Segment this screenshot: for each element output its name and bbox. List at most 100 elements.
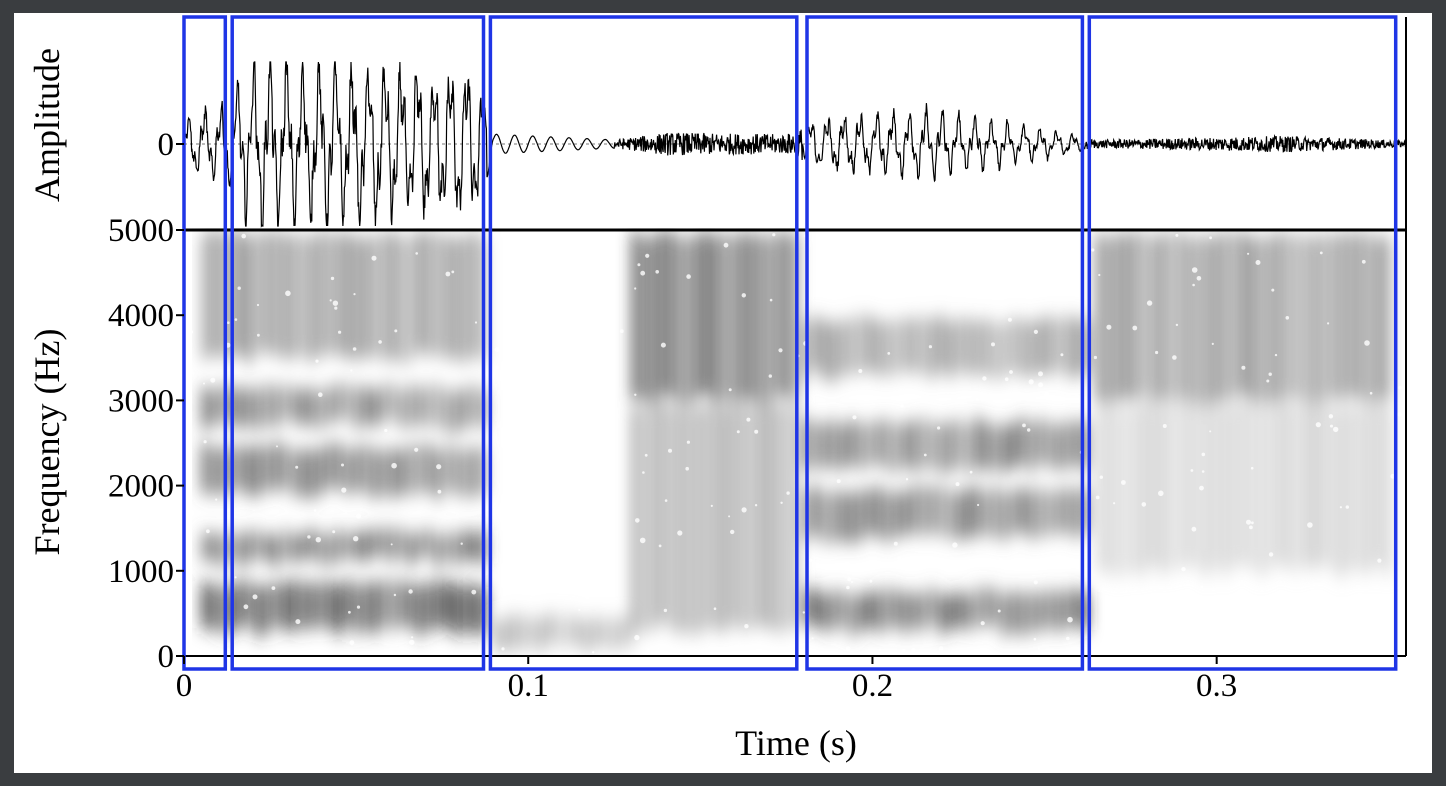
spectrogram-speckle [560, 575, 563, 578]
spectrogram-cell [444, 445, 450, 490]
spectrogram-speckle [1095, 495, 1100, 500]
spectrogram-cell [444, 532, 450, 560]
spectrogram-cell [309, 450, 315, 499]
spectrogram-speckle [474, 321, 478, 324]
spectrogram-cell [920, 418, 927, 469]
spectrogram-cell [462, 235, 468, 363]
spectrogram-cell [1357, 406, 1363, 572]
spectrogram-cell [390, 448, 396, 499]
spectrogram-cell [300, 234, 306, 356]
spectrogram-speckle [879, 648, 882, 652]
spectrogram-cell [893, 590, 900, 627]
spectrogram-cell [1028, 321, 1035, 377]
spectrogram-cell [938, 423, 945, 473]
spectrogram-cell [1150, 402, 1156, 566]
spectrogram-cell [857, 593, 864, 632]
spectrogram-cell [821, 594, 828, 631]
spectrogram-cell [1001, 594, 1008, 637]
spectrogram-cell [210, 230, 216, 356]
spectrogram-speckle [234, 576, 237, 579]
spectrogram-speckle [905, 478, 909, 481]
spectrogram-speckle [686, 440, 691, 444]
spectrogram-cell [318, 447, 324, 494]
spectrogram-speckle [188, 647, 191, 650]
spectrogram-cell [201, 532, 207, 562]
spectrogram-speckle [558, 250, 562, 254]
spectrogram-cell [1096, 233, 1102, 403]
spectrogram-cell [327, 387, 333, 423]
spectrogram-cell [911, 592, 918, 628]
spectrogram-cell [875, 420, 882, 465]
spectrogram-speckle [1191, 267, 1198, 273]
spectrogram-speckle [1192, 283, 1195, 287]
segment-box [488, 15, 799, 671]
spectrogram-cell [703, 406, 710, 629]
spectrogram-cell [839, 591, 846, 628]
spectrogram-cell [875, 320, 882, 376]
spectrogram-speckle [1201, 470, 1205, 473]
spectrogram-cell [1064, 421, 1071, 470]
spectrogram-speckle [991, 342, 995, 347]
spectrogram-cell [667, 405, 674, 630]
spectrogram-cell [363, 386, 369, 425]
spectrogram-cell [462, 584, 468, 633]
spectrogram-cell [676, 237, 683, 403]
spectrogram-cell [237, 445, 243, 490]
spectrogram-speckle [528, 386, 534, 393]
spectrogram-speckle [390, 543, 393, 546]
spectrogram-speckle [348, 610, 351, 614]
spectrogram-speckle [329, 299, 332, 302]
spectrogram-cell [426, 582, 432, 630]
spectrogram-cell [830, 322, 837, 382]
spectrogram-cell [884, 321, 891, 376]
spectrogram-speckle [1033, 637, 1037, 641]
spectrogram-speckle [639, 537, 646, 544]
spectrogram-cell [300, 533, 306, 561]
spectrogram-speckle [955, 267, 960, 272]
spectrogram-cell [1105, 237, 1111, 403]
spectrogram-cell [273, 582, 279, 627]
spectrogram-cell [1010, 591, 1017, 633]
spectrogram-y-tick-label: 1000 [108, 554, 174, 590]
spectrogram-cell [1082, 487, 1089, 533]
spectrogram-cell [1055, 490, 1062, 534]
spectrogram-speckle [768, 374, 772, 378]
spectrogram-speckle [1369, 391, 1373, 395]
spectrogram-speckle [1158, 490, 1164, 497]
spectrogram-speckle [1118, 648, 1124, 654]
spectrogram-cell [273, 443, 279, 492]
segment-box [230, 15, 486, 671]
spectrogram-cell [408, 444, 414, 495]
spectrogram-cell [947, 322, 954, 378]
spectrogram-cell [866, 592, 873, 628]
spectrogram-cell [730, 401, 737, 624]
spectrogram-speckle [1186, 605, 1191, 610]
spectrogram-y-tick-label: 4000 [108, 298, 174, 334]
spectrogram-speckle [685, 466, 689, 471]
spectrogram-speckle [394, 329, 398, 333]
spectrogram-cell [336, 443, 342, 490]
spectrogram-cell [821, 492, 828, 544]
spectrogram-cell [399, 236, 405, 364]
spectrogram-cell [631, 407, 638, 632]
spectrogram-cell [300, 389, 306, 425]
spectrogram-cell [1366, 404, 1372, 573]
spectrogram-speckle [982, 376, 987, 381]
spectrogram-speckle [495, 365, 500, 370]
spectrogram-cell [848, 595, 855, 636]
spectrogram-cell [1312, 402, 1318, 570]
spectrogram-cell [1204, 405, 1210, 576]
spectrogram-speckle [330, 276, 335, 281]
spectrogram-speckle [414, 447, 419, 452]
spectrogram-speckle [332, 530, 336, 534]
spectrogram-cell [318, 231, 324, 355]
x-tick-label: 0.3 [1196, 668, 1237, 704]
spectrogram-cell [965, 424, 972, 474]
spectrogram-cell [947, 490, 954, 538]
spectrogram-cell [1159, 406, 1165, 573]
spectrogram-cell [246, 387, 252, 427]
spectrogram-cell [812, 486, 819, 536]
spectrogram-cell [1384, 237, 1390, 401]
spectrogram-cell [694, 406, 701, 635]
spectrogram-cell [1204, 236, 1210, 405]
